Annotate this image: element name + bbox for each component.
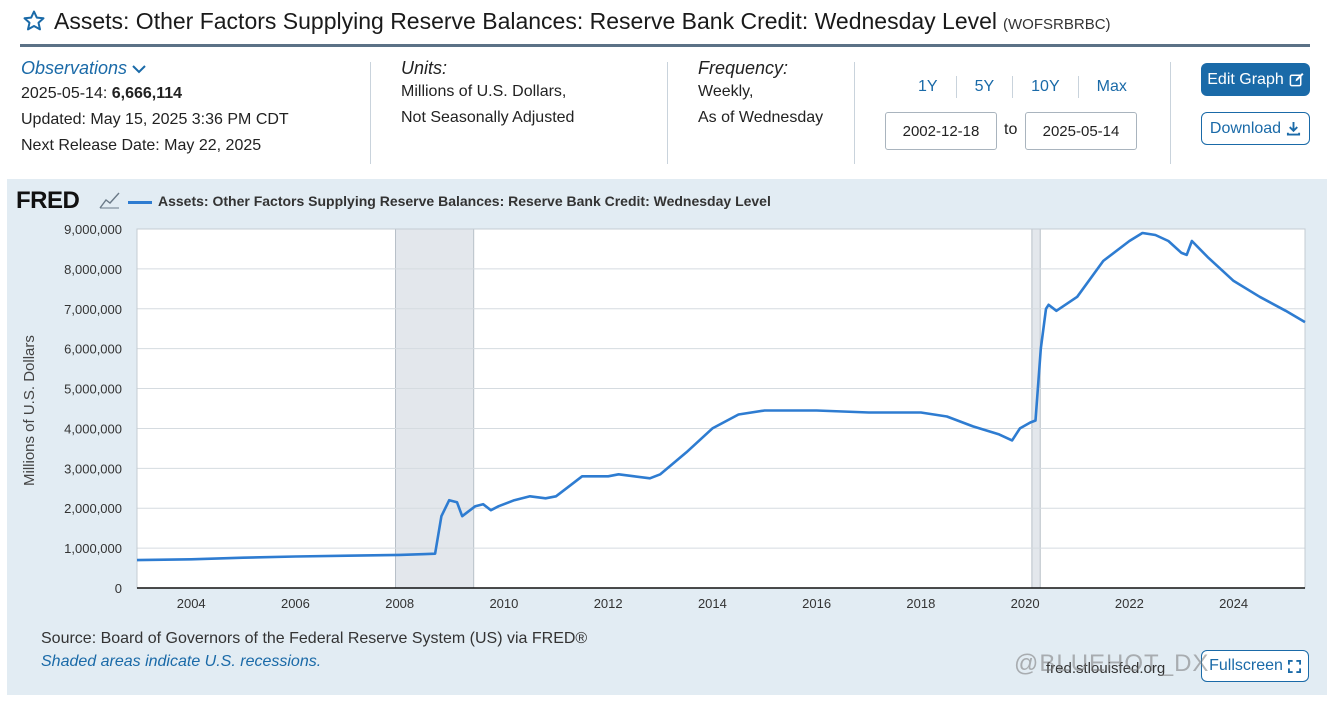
observations-block: Observations 2025-05-14: 6,666,114 Updat… [21,58,361,168]
frequency-line-1: Weekly, [698,83,754,100]
y-tick-label: 8,000,000 [64,262,122,277]
source-text: Source: Board of Governors of the Federa… [41,630,588,647]
y-axis-label: Millions of U.S. Dollars [21,335,38,486]
x-tick-label: 2022 [1115,596,1144,611]
y-tick-label: 6,000,000 [64,342,122,357]
chevron-down-icon[interactable] [131,61,147,77]
download-label: Download [1209,119,1282,137]
updated-text: Updated: May 15, 2025 3:36 PM CDT [21,111,289,128]
frequency-block: Frequency: Weekly, As of Wednesday [698,58,848,168]
x-tick-label: 2020 [1011,596,1040,611]
x-tick-label: 2014 [698,596,727,611]
observations-dropdown[interactable]: Observations [21,58,361,79]
edit-graph-button[interactable]: Edit Graph [1201,63,1310,96]
to-label: to [1004,121,1018,138]
observations-heading[interactable]: Observations [21,58,128,78]
x-tick-label: 2010 [489,596,518,611]
units-line-1: Millions of U.S. Dollars, [401,83,567,100]
y-tick-label: 7,000,000 [64,302,122,317]
fred-graph-icon [99,192,120,209]
recession-note: Shaded areas indicate U.S. recessions. [41,653,322,670]
range-buttons: 1Y 5Y 10Y Max [900,76,1145,98]
x-tick-label: 2008 [385,596,414,611]
y-tick-label: 9,000,000 [64,222,122,237]
y-tick-label: 3,000,000 [64,461,122,476]
observation-date: 2025-05-14: [21,85,108,102]
title-row: Assets: Other Factors Supplying Reserve … [22,6,1111,36]
start-date-input[interactable] [885,112,997,150]
units-block: Units: Millions of U.S. Dollars, Not Sea… [401,58,661,168]
legend-label: Assets: Other Factors Supplying Reserve … [158,193,771,209]
next-release-link[interactable]: Next Release Date: May 22, 2025 [21,137,262,154]
title-divider [20,44,1310,47]
star-outline-icon[interactable] [22,9,46,33]
series-line[interactable] [136,231,1306,562]
latest-observation: 2025-05-14: 6,666,114 [21,81,361,107]
x-tick-label: 2004 [177,596,206,611]
end-date-input[interactable] [1025,112,1137,150]
edit-graph-label: Edit Graph [1207,70,1284,88]
x-tick-label: 2024 [1219,596,1248,611]
frequency-heading: Frequency: [698,58,789,78]
y-tick-label: 5,000,000 [64,382,122,397]
observation-value: 6,666,114 [111,85,183,102]
legend-swatch [128,201,152,204]
plot-area [137,229,1305,588]
divider [667,62,668,164]
range-1y-button[interactable]: 1Y [900,76,957,98]
divider [1170,62,1171,164]
y-tick-label: 4,000,000 [64,421,122,436]
download-button[interactable]: Download [1201,112,1310,145]
fullscreen-label: Fullscreen [1209,657,1283,674]
units-heading: Units: [401,58,448,78]
y-tick-label: 1,000,000 [64,541,122,556]
x-tick-label: 2012 [594,596,623,611]
fred-logo: FRED [16,187,80,214]
units-line-2: Not Seasonally Adjusted [401,109,575,126]
range-max-button[interactable]: Max [1096,78,1127,95]
frequency-line-2: As of Wednesday [698,109,824,126]
range-5y-button[interactable]: 5Y [957,76,1014,98]
series-id: (WOFSRBRBC) [1003,15,1111,33]
fullscreen-button[interactable]: Fullscreen [1201,650,1309,682]
y-tick-label: 0 [115,581,122,596]
divider [370,62,371,164]
recession-band-1 [395,228,475,589]
edit-icon [1289,72,1304,87]
fred-url[interactable]: fred.stlouisfed.org [1046,660,1166,677]
x-tick-label: 2018 [906,596,935,611]
page-title: Assets: Other Factors Supplying Reserve … [54,7,998,34]
x-tick-label: 2006 [281,596,310,611]
range-10y-button[interactable]: 10Y [1013,76,1079,98]
y-tick-label: 2,000,000 [64,501,122,516]
download-icon [1287,121,1301,136]
divider [854,62,855,164]
fullscreen-icon [1287,659,1301,673]
x-tick-label: 2016 [802,596,831,611]
